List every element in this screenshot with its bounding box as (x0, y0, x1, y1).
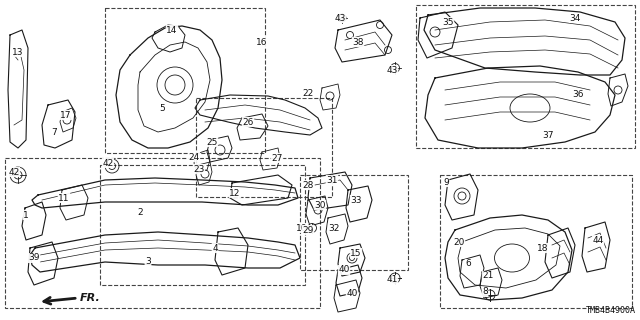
Text: 42: 42 (8, 167, 20, 177)
Text: 16: 16 (256, 37, 268, 46)
Text: 5: 5 (159, 103, 165, 113)
Text: 26: 26 (243, 117, 253, 126)
Text: TMB4B4900A: TMB4B4900A (586, 306, 636, 315)
Text: 27: 27 (271, 154, 283, 163)
Text: 18: 18 (537, 244, 548, 252)
Text: 39: 39 (28, 253, 40, 262)
Text: 28: 28 (302, 180, 314, 189)
Text: 23: 23 (193, 164, 205, 173)
Text: 24: 24 (188, 153, 200, 162)
Text: 32: 32 (328, 223, 340, 233)
Text: 14: 14 (166, 26, 178, 35)
Text: 8: 8 (482, 287, 488, 297)
Text: FR.: FR. (80, 293, 100, 303)
Text: 35: 35 (442, 18, 454, 27)
Text: 42: 42 (102, 158, 114, 167)
Text: 40: 40 (346, 289, 358, 298)
Text: 12: 12 (229, 188, 241, 197)
Text: 9: 9 (443, 178, 449, 187)
Bar (416, 5, 635, 148)
Text: 43: 43 (334, 13, 346, 22)
Text: 13: 13 (12, 47, 24, 57)
Text: 7: 7 (51, 127, 57, 137)
Text: 31: 31 (326, 175, 338, 185)
Text: 20: 20 (453, 237, 465, 246)
Text: 36: 36 (572, 90, 584, 99)
Text: 2: 2 (137, 207, 143, 217)
Text: 25: 25 (206, 138, 218, 147)
Text: 1: 1 (23, 211, 29, 220)
Text: 17: 17 (60, 110, 72, 119)
Text: 38: 38 (352, 37, 364, 46)
Text: 22: 22 (302, 89, 314, 98)
Text: 29: 29 (302, 226, 314, 235)
Text: 10: 10 (296, 223, 308, 233)
Bar (105, 8, 265, 153)
Text: 34: 34 (570, 13, 580, 22)
Bar (300, 175, 408, 270)
Text: 40: 40 (339, 266, 349, 275)
Text: 6: 6 (465, 260, 471, 268)
Text: 44: 44 (593, 236, 604, 244)
Text: 15: 15 (350, 249, 362, 258)
Text: 21: 21 (483, 271, 493, 281)
Text: 30: 30 (314, 201, 326, 210)
Text: 11: 11 (58, 194, 70, 203)
Bar (440, 175, 632, 308)
Text: 43: 43 (387, 66, 397, 75)
Bar (100, 165, 305, 285)
Text: 41: 41 (387, 276, 397, 284)
Text: 3: 3 (145, 258, 151, 267)
Text: 37: 37 (542, 131, 554, 140)
Bar (196, 98, 332, 197)
Bar (5, 158, 320, 308)
Text: 33: 33 (350, 196, 362, 204)
Text: 4: 4 (212, 244, 218, 252)
